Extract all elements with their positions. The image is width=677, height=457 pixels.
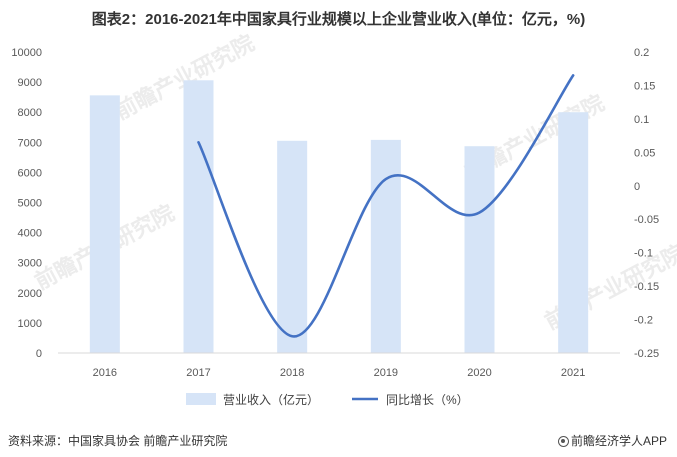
right-axis-tick-label: 0.2 <box>634 47 649 59</box>
left-axis-tick-label: 7000 <box>18 137 42 149</box>
left-axis-tick-label: 3000 <box>18 258 42 270</box>
x-axis-tick-label: 2016 <box>93 367 117 379</box>
revenue-bar <box>558 112 589 353</box>
x-axis-tick-label: 2020 <box>467 367 491 379</box>
right-axis-tick-label: -0.05 <box>634 214 659 226</box>
source-note: 资料来源：中国家具协会 前瞻产业研究院 <box>8 434 228 448</box>
right-axis-tick-label: -0.1 <box>634 248 653 260</box>
right-axis-tick-label: 0.05 <box>634 147 655 159</box>
brand-credit-text: 前瞻经济学人APP <box>570 434 667 448</box>
revenue-bar <box>89 95 120 354</box>
legend: 营业收入（亿元） 同比增长（%） <box>186 392 469 407</box>
legend-bar-label: 营业收入（亿元） <box>223 392 319 407</box>
brand-logo-icon <box>557 436 569 447</box>
legend-bar-swatch <box>186 393 216 405</box>
revenue-bar <box>370 139 401 353</box>
revenue-bar <box>183 80 214 353</box>
growth-line <box>197 74 575 338</box>
chart-area: 前瞻产业研究院前瞻产业研究院前瞻产业研究院前瞻产业研究院 01000200030… <box>11 30 677 407</box>
right-axis-tick-label: -0.25 <box>634 348 659 360</box>
left-axis-tick-label: 10000 <box>11 47 42 59</box>
x-axis-tick-label: 2019 <box>374 367 398 379</box>
left-axis-tick-label: 8000 <box>18 107 42 119</box>
left-axis-tick-label: 0 <box>36 348 42 360</box>
left-axis-tick-label: 1000 <box>18 318 42 330</box>
left-axis-tick-label: 5000 <box>18 198 42 210</box>
revenue-bar <box>464 146 495 353</box>
x-axis-tick-label: 2018 <box>280 367 304 379</box>
right-axis-tick-label: 0.1 <box>634 114 649 126</box>
left-axis-tick-label: 6000 <box>18 167 42 179</box>
x-axis-tick-label: 2021 <box>561 367 585 379</box>
x-axis-tick-label: 2017 <box>186 367 210 379</box>
right-axis-tick-label: 0.15 <box>634 80 655 92</box>
left-axis-tick-label: 4000 <box>18 228 42 240</box>
left-axis-tick-label: 9000 <box>18 77 42 89</box>
right-axis-tick-label: -0.2 <box>634 315 653 327</box>
right-axis-tick-label: -0.15 <box>634 281 659 293</box>
revenue-bar <box>277 140 308 353</box>
left-axis-tick-label: 2000 <box>18 288 42 300</box>
brand-credit: 前瞻经济学人APP <box>557 432 667 449</box>
legend-line-label: 同比增长（%） <box>386 393 469 407</box>
right-axis-tick-label: 0 <box>634 181 640 193</box>
chart-title: 图表2：2016-2021年中国家具行业规模以上企业营业收入(单位：亿元，%) <box>91 11 586 28</box>
